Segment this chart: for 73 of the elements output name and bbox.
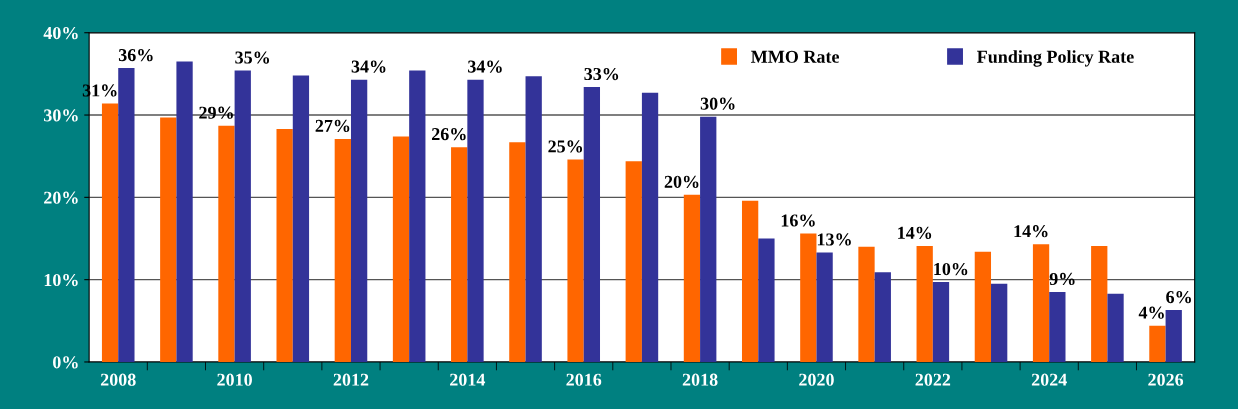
x-tick-label: 2008 xyxy=(100,373,136,386)
x-tick-label: 2018 xyxy=(682,373,718,386)
y-tick-label: 10% xyxy=(44,273,78,287)
bar xyxy=(1032,244,1050,362)
bar xyxy=(409,70,426,362)
bar xyxy=(101,103,119,362)
y-tick-label: 30% xyxy=(43,109,78,122)
bar xyxy=(874,272,891,362)
x-tick-label: 2010 xyxy=(217,373,252,386)
x-tick-label: 2014 xyxy=(450,373,486,386)
y-tick-label: 20% xyxy=(44,191,78,204)
data-label: 14% xyxy=(898,226,932,240)
bar xyxy=(467,79,484,362)
data-label: 29% xyxy=(199,106,233,119)
bar xyxy=(218,125,235,362)
bar xyxy=(700,116,717,362)
data-label: 27% xyxy=(315,119,350,132)
bar xyxy=(118,68,135,362)
data-label: 6% xyxy=(1166,290,1191,304)
bar xyxy=(160,117,177,362)
legend-label: MMO Rate xyxy=(751,50,840,63)
bar xyxy=(292,75,310,362)
x-tick-label: 2016 xyxy=(566,373,602,386)
bar xyxy=(451,147,468,362)
data-label: 30% xyxy=(700,97,735,110)
data-label: 25% xyxy=(548,140,583,153)
bar xyxy=(1049,292,1066,362)
data-label: 16% xyxy=(781,214,815,227)
bar xyxy=(800,233,817,362)
bar xyxy=(916,245,933,362)
data-label: 13% xyxy=(817,233,851,246)
bar xyxy=(991,283,1008,362)
bar xyxy=(1107,293,1124,362)
data-label: 34% xyxy=(468,60,502,73)
bar xyxy=(683,194,701,362)
data-label: 14% xyxy=(1014,225,1048,238)
y-tick-label: 40% xyxy=(43,26,78,40)
x-tick-label: 2012 xyxy=(333,373,369,386)
data-label: 34% xyxy=(351,60,386,73)
bar xyxy=(974,251,992,362)
data-label: 4% xyxy=(1138,306,1164,319)
bar xyxy=(234,70,251,362)
bar xyxy=(858,246,875,362)
x-tick-label: 2026 xyxy=(1148,373,1184,386)
bar xyxy=(932,282,950,362)
bar xyxy=(334,138,351,362)
data-label: 20% xyxy=(664,175,699,188)
bar xyxy=(583,87,601,362)
bar xyxy=(816,252,833,362)
bar xyxy=(625,161,642,362)
bar xyxy=(276,129,293,362)
y-tick-label: 0% xyxy=(53,356,78,369)
bar xyxy=(176,61,193,362)
data-label: 36% xyxy=(118,48,153,62)
x-tick-label: 2024 xyxy=(1031,373,1067,386)
bar xyxy=(567,159,584,362)
data-label: 10% xyxy=(934,262,968,276)
data-label: 33% xyxy=(584,67,619,81)
data-label: 35% xyxy=(235,51,270,64)
bar xyxy=(741,200,759,362)
bar xyxy=(1165,310,1182,362)
data-label: 26% xyxy=(431,127,466,141)
x-tick-label: 2020 xyxy=(799,373,834,386)
bar xyxy=(509,142,526,362)
legend-label: Funding Policy Rate xyxy=(977,50,1134,67)
bar xyxy=(641,92,659,362)
bar xyxy=(350,79,368,362)
bar xyxy=(1091,245,1108,362)
x-tick-label: 2022 xyxy=(915,373,951,386)
bar xyxy=(392,136,410,362)
bar xyxy=(758,238,775,362)
bar xyxy=(525,76,542,362)
bar xyxy=(1149,325,1166,362)
